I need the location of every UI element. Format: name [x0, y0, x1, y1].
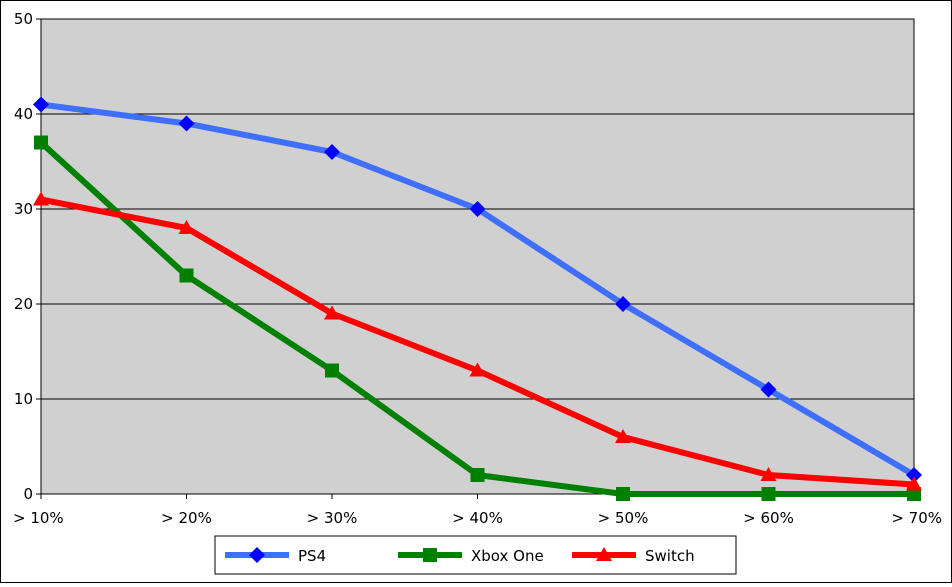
diamond-marker — [249, 547, 265, 563]
legend-label: PS4 — [298, 547, 326, 565]
square-marker — [616, 487, 630, 501]
diamond-marker — [906, 467, 922, 483]
x-tick-label: > 60% — [743, 509, 794, 527]
diamond-marker — [615, 296, 631, 312]
triangle-marker — [615, 429, 631, 443]
square-marker — [325, 363, 339, 378]
legend: PS4 Xbox One Switch — [214, 535, 737, 575]
diamond-marker — [178, 115, 195, 132]
series-lines — [33, 96, 922, 501]
diamond-marker — [33, 96, 49, 113]
triangle-marker — [33, 191, 49, 206]
y-tick-label: 20 — [14, 295, 33, 313]
series-ps4 — [33, 96, 922, 483]
triangle-marker — [178, 220, 195, 234]
square-marker — [34, 135, 48, 150]
triangle-marker — [596, 547, 612, 561]
x-tick-label: > 40% — [452, 509, 503, 527]
legend-item-switch: Switch — [572, 547, 695, 565]
x-tick-label: > 20% — [161, 509, 212, 527]
x-tick-label: > 10% — [13, 509, 64, 527]
legend-item-ps4: PS4 — [225, 547, 326, 565]
series-switch — [33, 191, 922, 491]
triangle-marker — [760, 467, 777, 481]
legend-item-xbox-one: Xbox One — [398, 547, 544, 565]
diamond-marker — [324, 144, 340, 160]
x-tick-label: > 50% — [598, 509, 649, 527]
triangle-marker — [469, 362, 486, 377]
square-marker — [179, 268, 194, 283]
x-tick-label: > 30% — [307, 509, 358, 527]
legend-label: Xbox One — [471, 547, 544, 565]
triangle-marker — [906, 476, 922, 491]
plot-area — [41, 19, 914, 494]
axes: 0 10 20 30 40 50 > 10% > 20% > 30% > 40% > 50% > 60… — [13, 10, 942, 527]
legend-box — [214, 535, 737, 575]
square-marker — [761, 487, 776, 501]
y-tick-label: 50 — [14, 10, 33, 28]
diamond-marker — [760, 381, 777, 398]
triangle-marker — [324, 305, 340, 320]
y-tick-label: 40 — [14, 105, 33, 123]
square-marker — [423, 548, 437, 562]
legend-label: Switch — [645, 547, 695, 565]
y-tick-label: 10 — [14, 390, 33, 408]
y-tick-label: 30 — [14, 200, 33, 218]
square-marker — [470, 468, 485, 482]
y-tick-label: 0 — [23, 485, 33, 503]
diamond-marker — [469, 201, 486, 217]
x-tick-label: > 70% — [891, 509, 942, 527]
